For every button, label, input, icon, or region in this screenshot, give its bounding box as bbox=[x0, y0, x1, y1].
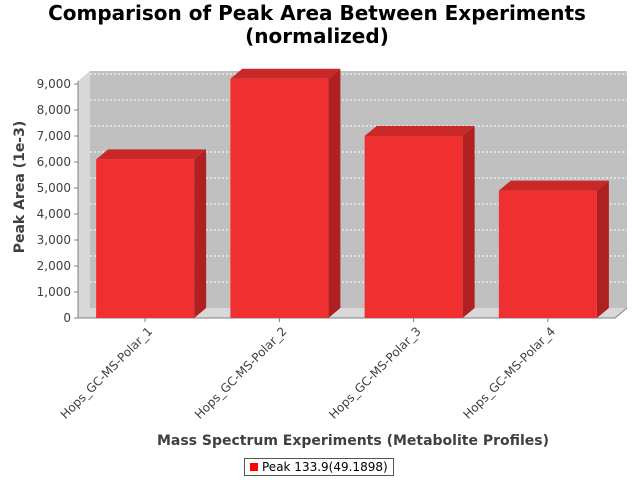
chart-title: Comparison of Peak Area Between Experime… bbox=[48, 1, 586, 25]
bar bbox=[498, 180, 609, 318]
y-tick-label: 0 bbox=[63, 311, 71, 325]
bar-top bbox=[498, 180, 609, 191]
y-tick-label: 8,000 bbox=[37, 103, 71, 117]
x-tick-label: Hops_GC-MS-Polar_4 bbox=[460, 324, 558, 422]
bar bbox=[364, 126, 475, 318]
y-axis-title: Peak Area (1e-3) bbox=[12, 121, 28, 254]
bar-top bbox=[364, 126, 475, 136]
legend-swatch bbox=[250, 463, 258, 471]
x-axis-title: Mass Spectrum Experiments (Metabolite Pr… bbox=[157, 433, 549, 449]
y-tick-label: 5,000 bbox=[37, 181, 71, 195]
y-tick-label: 7,000 bbox=[37, 129, 71, 143]
y-tick-label: 9,000 bbox=[37, 77, 71, 91]
bar-side bbox=[596, 180, 609, 318]
bar-top bbox=[230, 68, 341, 79]
x-tick-label: Hops_GC-MS-Polar_1 bbox=[58, 324, 156, 422]
bar-front bbox=[498, 190, 597, 318]
y-tick-label: 2,000 bbox=[37, 259, 71, 273]
y-axis: 0 1,000 2,000 3,000 4,000 5,000 6,000 7,000 8,00… bbox=[37, 77, 79, 325]
bar-side bbox=[462, 126, 475, 318]
bar-front bbox=[230, 78, 329, 318]
y-tick-label: 3,000 bbox=[37, 233, 71, 247]
plot-floor bbox=[78, 308, 627, 318]
x-axis: Hops_GC-MS-Polar_1 Hops_GC-MS-Polar_2 Hops… bbox=[58, 318, 558, 422]
plot-left-wall bbox=[78, 71, 90, 318]
x-tick-label: Hops_GC-MS-Polar_3 bbox=[326, 324, 424, 422]
plot-floor-side-edge bbox=[614, 307, 628, 319]
bar-front bbox=[96, 159, 195, 318]
x-tick-label: Hops_GC-MS-Polar_2 bbox=[192, 324, 290, 422]
bar bbox=[230, 68, 341, 318]
bar-front bbox=[364, 136, 463, 318]
bar-top bbox=[96, 149, 207, 160]
chart-subtitle: (normalized) bbox=[245, 24, 389, 48]
bars bbox=[96, 68, 609, 318]
y-tick-label: 4,000 bbox=[37, 207, 71, 221]
legend-label: Peak 133.9(49.1898) bbox=[262, 460, 388, 474]
bar-side bbox=[194, 149, 207, 318]
legend: Peak 133.9(49.1898) bbox=[244, 458, 394, 476]
y-tick-label: 6,000 bbox=[37, 155, 71, 169]
bar-side bbox=[328, 68, 341, 318]
y-tick-label: 1,000 bbox=[37, 285, 71, 299]
bar bbox=[96, 149, 207, 318]
